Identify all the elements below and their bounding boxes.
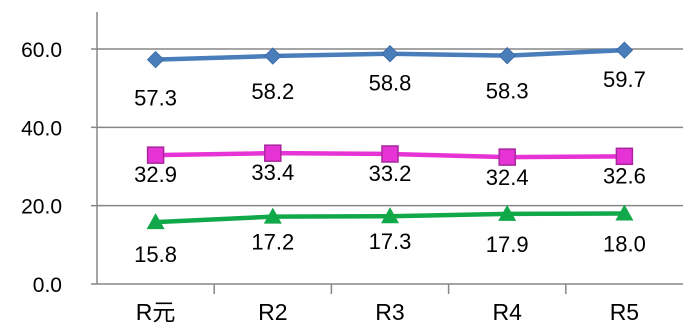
x-tick-label: R2 [258,299,287,325]
data-point [146,213,165,230]
data-point [381,207,399,224]
y-tick-label: 20.0 [21,196,62,219]
x-axis-ticks: R元 R2 R3 R4 R5 [136,284,639,325]
data-point [498,204,517,221]
x-tick-label: R4 [492,299,522,325]
data-point [263,207,282,224]
data-point [146,146,165,164]
y-tick-label: 60.0 [21,39,62,62]
data-label: 33.2 [369,161,412,186]
data-labels: 57.3 58.2 58.8 58.3 59.7 32.9 33.4 33.2 32.4 32.6… [134,67,646,267]
data-point [498,46,516,65]
data-label: 33.4 [251,160,294,185]
data-point [264,47,282,65]
data-label: 59.7 [603,67,646,92]
data-point [615,204,634,221]
data-label: 58.2 [251,79,294,104]
data-point [264,144,282,162]
axes [96,12,683,285]
y-tick-label: 0.0 [33,274,62,297]
y-tick-label: 40.0 [21,117,62,140]
data-point [615,147,634,166]
y-axis-ticks: 0.0 20.0 40.0 60.0 [21,39,97,297]
data-point [146,50,165,69]
data-point [381,145,399,163]
data-label: 32.6 [603,163,646,188]
x-tick-label: R元 [136,299,176,325]
data-label: 58.8 [369,71,412,96]
data-point [615,41,634,59]
x-tick-label: R5 [610,299,639,325]
data-label: 32.4 [486,165,529,190]
data-label: 57.3 [134,86,177,111]
data-label: 18.0 [603,232,646,257]
data-point [498,148,516,166]
data-label: 58.3 [486,79,529,104]
data-point [381,44,399,63]
data-label: 15.8 [134,242,177,267]
x-tick-label: R3 [375,299,404,325]
series-group [146,41,634,230]
data-label: 17.9 [486,232,529,257]
data-label: 17.2 [251,230,294,255]
data-label: 17.3 [369,229,412,254]
data-label: 32.9 [134,162,177,187]
